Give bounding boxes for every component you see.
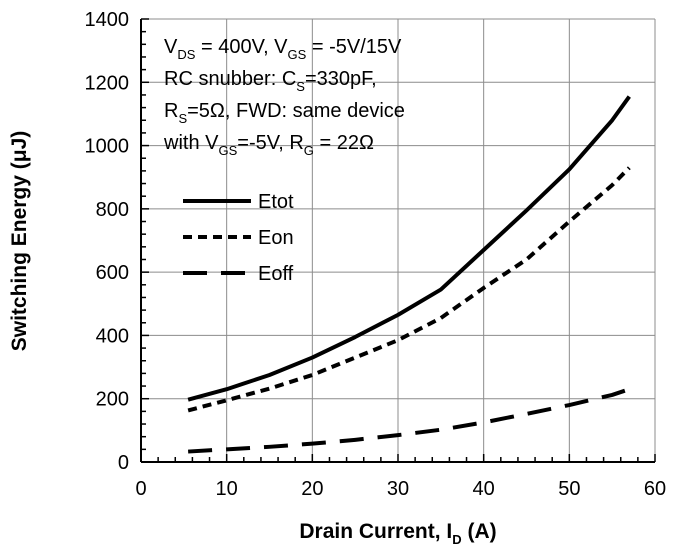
legend: Etot Eon Eoff [183, 191, 294, 285]
annotation-line: RS=5Ω, FWD: same device [164, 100, 405, 126]
annotation-text: = -5V/15V [306, 36, 402, 58]
legend-label-eoff: Eoff [258, 263, 294, 285]
y-tick-label: 1000 [85, 136, 130, 158]
x-tick-label: 30 [387, 478, 409, 500]
annotation-text: V [164, 36, 178, 58]
annotation-subscript: S [296, 79, 305, 94]
x-axis-title-subscript: D [452, 532, 461, 547]
x-tick-label: 50 [558, 478, 580, 500]
legend-label-etot: Etot [258, 191, 294, 213]
annotation-subscript: GS [288, 47, 307, 62]
data-series [187, 95, 631, 454]
y-tick-label: 800 [96, 199, 129, 221]
y-tick-label: 400 [96, 325, 129, 347]
annotation-line: RC snubber: CS=330pF, [164, 68, 377, 94]
x-tick-label: 40 [473, 478, 495, 500]
annotation-text: =330pF, [305, 68, 377, 90]
x-tick-label: 60 [644, 478, 666, 500]
annotation-text: =-5V, R [237, 132, 304, 154]
y-tick-label: 0 [118, 452, 129, 474]
series-line-eon [187, 166, 631, 413]
annotation-text: =5Ω, FWD: same device [187, 100, 405, 122]
axes [140, 19, 655, 463]
y-tick-label: 600 [96, 262, 129, 284]
x-axis-title: Drain Current, ID (A) [299, 520, 496, 547]
y-axis-title: Switching Energy (μJ) [8, 131, 31, 352]
annotation-subscript: GS [218, 143, 237, 158]
annotation-line: VDS = 400V, VGS = -5V/15V [164, 36, 402, 62]
annotation-text: = 22Ω [314, 132, 374, 154]
annotation-text: RC snubber: C [164, 68, 296, 90]
series-line-etot [187, 95, 631, 402]
x-axis-title-suffix: (A) [462, 520, 497, 543]
legend-label-eon: Eon [258, 227, 294, 249]
x-tick-label: 0 [135, 478, 146, 500]
series-line-eoff [188, 387, 630, 454]
grid-lines [141, 18, 656, 462]
y-tick-label: 1200 [85, 72, 130, 94]
annotation-subscript: S [178, 111, 187, 126]
annotation-subscript: DS [177, 47, 195, 62]
annotation-text: R [164, 100, 178, 122]
x-tick-label: 20 [301, 478, 323, 500]
y-tick-label: 200 [96, 389, 129, 411]
annotation-text: with V [163, 132, 219, 154]
x-tick-label: 10 [216, 478, 238, 500]
annotation-subscript: G [304, 143, 314, 158]
y-tick-label: 1400 [85, 9, 130, 31]
annotation-line: with VGS=-5V, RG = 22Ω [163, 132, 374, 158]
annotation-text: = 400V, V [195, 36, 288, 58]
